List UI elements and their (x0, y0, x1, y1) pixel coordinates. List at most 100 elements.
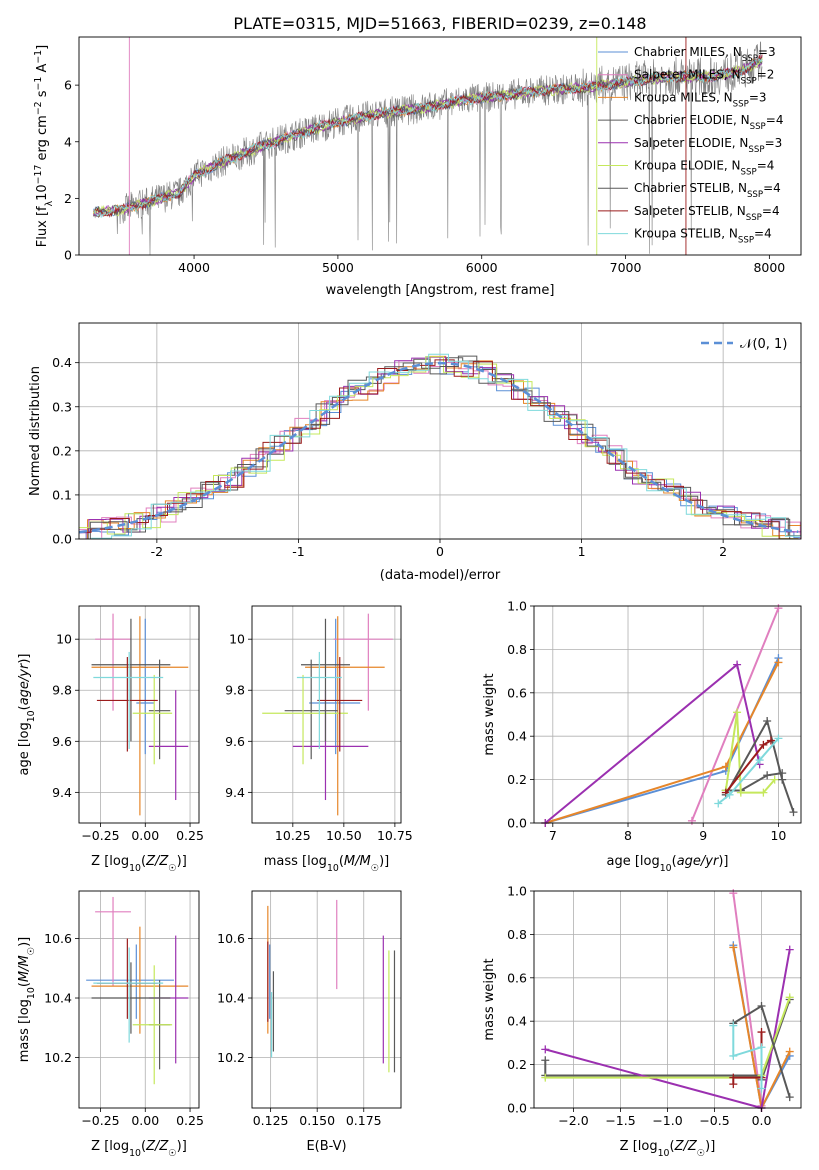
x-tick-label: 0.175 (346, 1113, 382, 1128)
y-tick-label: 10.6 (217, 931, 245, 946)
weight-point-marker (729, 1051, 738, 1060)
y-axis-label: Normed distribution (28, 366, 43, 496)
weight-point-marker (714, 799, 723, 808)
axes-frame (78, 605, 200, 824)
x-tick-label: −0.25 (81, 828, 119, 843)
x-tick-label: 0.150 (299, 1113, 335, 1128)
residuals-plot-area (79, 353, 801, 539)
weight-point-marker (763, 771, 772, 780)
x-tick-label: 0.25 (176, 828, 204, 843)
weight-point-marker (789, 808, 798, 817)
y-axis-label: mass [log10(M/M☉)] (17, 937, 37, 1063)
weight-point-marker (770, 775, 779, 784)
legend-entry: Chabrier ELODIE, NSSP=4 (634, 113, 783, 132)
y-tick-label: 10.2 (217, 1050, 245, 1065)
y-tick-label: 0 (64, 248, 72, 263)
weight-point-marker (729, 1021, 738, 1030)
x-axis-label: wavelength [Angstrom, rest frame] (326, 283, 555, 298)
plot-area (541, 604, 798, 827)
x-tick-label: 10.25 (275, 828, 311, 843)
y-tick-label: 0.6 (507, 685, 527, 700)
axes-frame (78, 890, 200, 1109)
axes-frame (533, 605, 802, 824)
x-tick-label: 7000 (610, 260, 642, 275)
axes-frame (251, 605, 402, 824)
weight-series-line (732, 893, 763, 1106)
x-tick-label: −0.5 (699, 1113, 729, 1128)
y-tick-label: 0.2 (507, 1057, 527, 1072)
x-tick-label: 8000 (753, 260, 785, 275)
legend-entry: Kroupa MILES, NSSP=3 (634, 90, 767, 109)
y-tick-label: 6 (64, 78, 72, 93)
y-tick-label: 1.0 (507, 884, 527, 899)
mass-vs-Z-panel: −0.25 0.00 0.25 10.2 10.4 10.6 Z [log10(Z/Z☉)]… (17, 890, 204, 1159)
y-tick-label: 9.4 (225, 785, 245, 800)
figure-title: PLATE=0315, MJD=51663, FIBERID=0239, z=0… (233, 14, 646, 33)
y-tick-label: 0.2 (507, 772, 527, 787)
weight-point-marker (774, 734, 783, 743)
weight-point-marker (759, 740, 768, 749)
weight-point-marker (736, 788, 745, 797)
x-axis-label: Z [log10(Z/Z☉)] (620, 1139, 716, 1159)
y-axis-label: mass weight (482, 958, 497, 1040)
x-tick-label: 4000 (178, 260, 210, 275)
legend-entry: Salpeter MILES, NSSP=2 (634, 68, 774, 87)
weight-series-line (717, 737, 780, 805)
legend: Chabrier MILES, NSSP=3 Salpeter MILES, NS… (598, 45, 783, 246)
weight-point-marker (729, 889, 738, 898)
legend-entry: 𝒩(0, 1) (740, 337, 787, 352)
y-tick-label: 9.6 (52, 734, 72, 749)
x-tick-label: 5000 (322, 260, 354, 275)
weight-point-marker (785, 993, 794, 1002)
plot-area (267, 899, 396, 1073)
y-tick-label: 0.6 (507, 970, 527, 985)
legend-entry: Chabrier MILES, NSSP=3 (634, 45, 776, 64)
weight-point-marker (757, 1084, 766, 1093)
weight-series-line (545, 661, 780, 824)
weight-point-marker (757, 1043, 766, 1052)
y-tick-label: 10.2 (44, 1050, 72, 1065)
model-spectrum-line (93, 54, 763, 218)
legend-entry: Salpeter STELIB, NSSP=4 (634, 204, 780, 223)
y-tick-label: 0.8 (507, 927, 527, 942)
x-tick-label: −2.0 (558, 1113, 588, 1128)
y-tick-label: 0.3 (52, 399, 72, 414)
x-axis-label: mass [log10(M/M☉)] (264, 854, 390, 874)
weight-point-marker (755, 756, 764, 765)
weight-point-marker (785, 1093, 794, 1102)
residuals-panel: -2 -1 0 1 2 0.0 0.1 0.2 0.3 0.4 (data-model)/error… (28, 322, 802, 583)
x-tick-label: 1 (578, 544, 586, 559)
weight-point-marker (733, 660, 742, 669)
legend-entry: Kroupa ELODIE, NSSP=4 (634, 159, 774, 178)
weight-point-marker (725, 790, 734, 799)
x-tick-label: −1.5 (605, 1113, 635, 1128)
y-axis-label: Flux [fλ10−17 erg cm−2 s−1 A−1] (33, 45, 55, 247)
legend-entry: Chabrier STELIB, NSSP=4 (634, 181, 781, 200)
y-tick-label: 10 (56, 632, 72, 647)
weight-point-marker (541, 1045, 550, 1054)
y-tick-label: 10 (229, 632, 245, 647)
weight-series-line (545, 657, 780, 824)
x-tick-label: 9 (699, 828, 707, 843)
y-tick-label: 9.4 (52, 785, 72, 800)
residual-histogram-step (91, 353, 801, 539)
x-tick-label: 0.00 (131, 828, 159, 843)
spectrum-panel: 4000 5000 6000 7000 8000 0 2 4 6 wavelength [Angs… (33, 36, 802, 298)
y-tick-label: 0.4 (507, 1014, 527, 1029)
weight-point-marker (785, 1047, 794, 1056)
y-tick-label: 9.6 (225, 734, 245, 749)
legend-entry: Kroupa STELIB, NSSP=4 (634, 227, 772, 246)
axes-frame (251, 890, 402, 1109)
weight-point-marker (757, 1028, 766, 1037)
weight-series-line (724, 718, 795, 813)
gaussian-curve (79, 361, 799, 534)
y-tick-label: 0.0 (507, 816, 527, 831)
x-tick-label: 7 (549, 828, 557, 843)
x-tick-label: 10 (770, 828, 786, 843)
y-axis-label: mass weight (482, 673, 497, 755)
x-axis-label: age [log10(age/yr)] (606, 854, 728, 874)
x-tick-label: 0.125 (253, 1113, 289, 1128)
weight-point-marker (763, 717, 772, 726)
y-tick-label: 0.8 (507, 642, 527, 657)
